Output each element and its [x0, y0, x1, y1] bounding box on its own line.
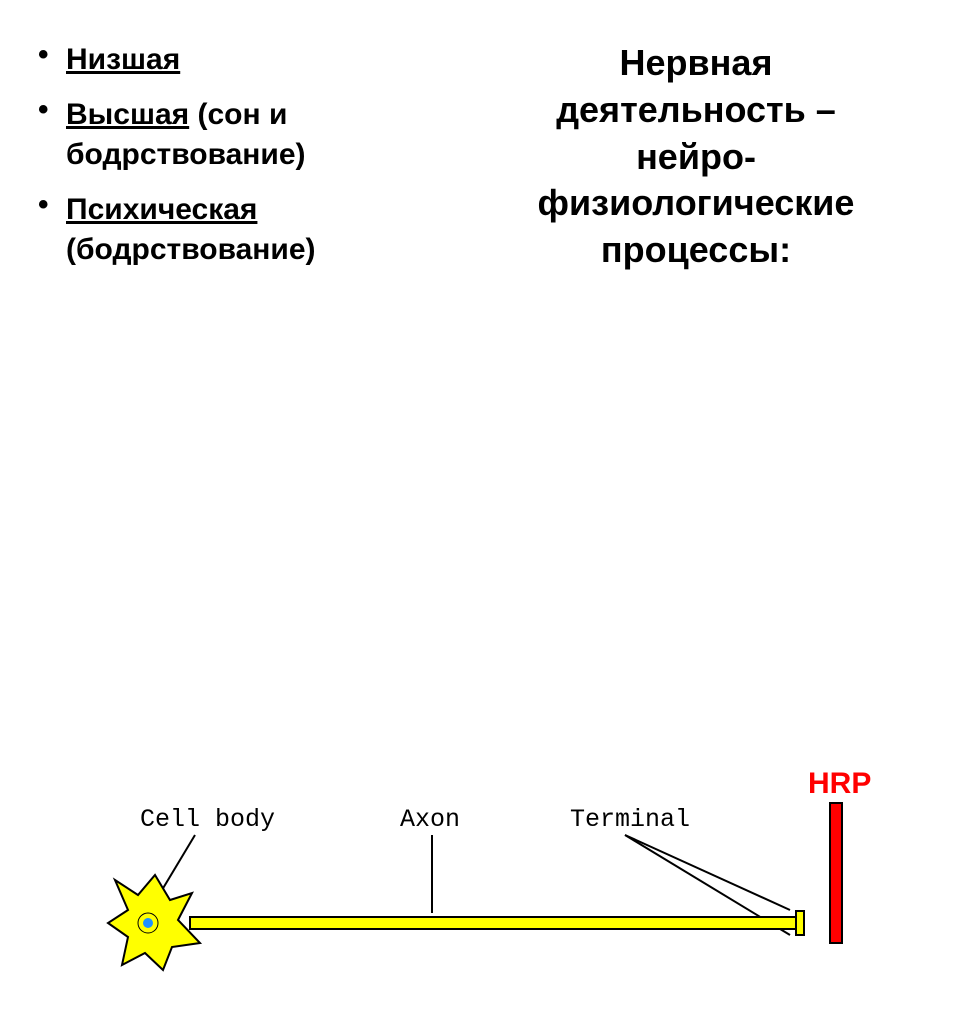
title-line-1: Нервная: [620, 42, 773, 83]
bullet-item-2: Высшая (сон и бодрствование): [30, 95, 452, 176]
page-title: Нервная деятельность – нейро- физиологич…: [462, 40, 930, 274]
bullet-3-underlined: Психическая: [66, 193, 257, 226]
bullet-item-3: Психическая (бодрствование): [30, 190, 452, 271]
bullet-2-underlined: Высшая: [66, 98, 189, 131]
title-line-2: деятельность –: [556, 89, 836, 130]
title-line-3: нейро-: [636, 136, 756, 177]
diagram-svg: [0, 305, 960, 1025]
bullet-item-1: Низшая: [30, 40, 452, 81]
bullet-list: Низшая Высшая (сон и бодрствование) Псих…: [30, 40, 452, 271]
label-cell-body: Cell body: [140, 805, 275, 834]
label-terminal: Terminal: [570, 805, 690, 834]
bullet-1-underlined: Низшая: [66, 43, 180, 76]
label-hrp: HRP: [808, 767, 871, 801]
title-line-5: процессы:: [601, 229, 791, 270]
bullet-3-rest: (бодрствование): [66, 233, 316, 266]
title-line-4: физиологические: [538, 182, 855, 223]
label-axon: Axon: [400, 805, 460, 834]
